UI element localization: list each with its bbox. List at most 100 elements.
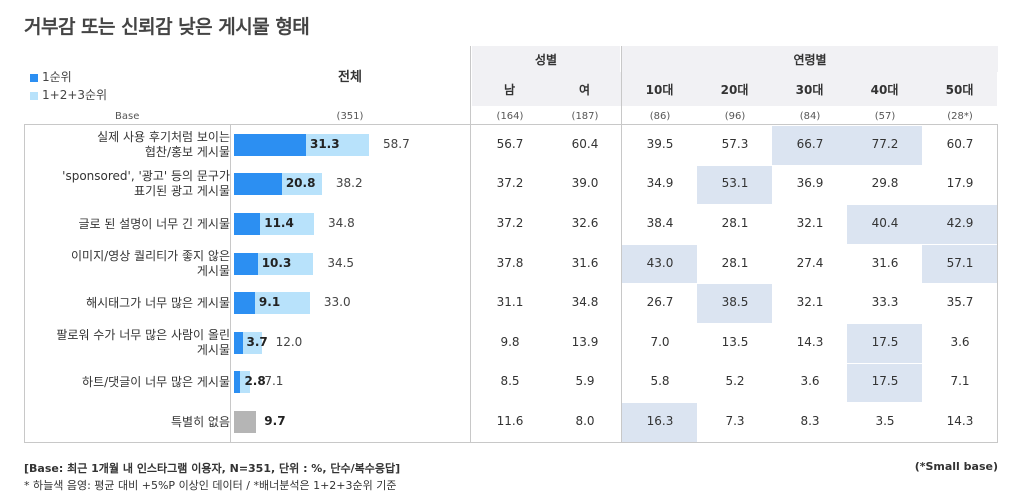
table-cell: 40.4 <box>871 216 899 230</box>
table-cell: 13.9 <box>571 334 599 349</box>
base-label: Base <box>115 111 140 122</box>
column-header: 30대 <box>772 72 847 106</box>
table-cell: 37.2 <box>496 176 524 191</box>
row-label: 이미지/영상 퀄리티가 좋지 않은 게시물 <box>30 249 230 279</box>
value-first: 9.1 <box>258 295 281 310</box>
highlight-cell <box>922 244 997 284</box>
row-label: 특별히 없음 <box>30 415 230 430</box>
table-cell: 11.6 <box>496 414 524 428</box>
divider-line <box>621 46 622 443</box>
table-cell: 5.8 <box>650 374 670 389</box>
footer-base-note: [Base: 최근 1개월 내 인스타그램 이용자, N=351, 단위 : %… <box>24 462 401 475</box>
row-label-line: 게시물 <box>196 342 230 357</box>
legend-item: 1+2+3순위 <box>30 86 107 104</box>
value-total: 7.1 <box>264 374 284 389</box>
highlight-cell <box>622 244 697 284</box>
value-total: 38.2 <box>335 176 363 191</box>
row-label-line: 협찬/홍보 게시물 <box>144 144 230 159</box>
bar-first <box>234 133 306 156</box>
table-cell: 7.1 <box>950 374 970 389</box>
column-base: (96) <box>724 111 746 122</box>
page-title: 거부감 또는 신뢰감 낮은 게시물 형태 <box>24 16 310 38</box>
value-first: 3.7 <box>246 334 268 349</box>
table-cell: 9.8 <box>500 334 520 349</box>
table-cell: 31.6 <box>871 255 899 270</box>
table-cell: 28.1 <box>721 255 749 270</box>
table-cell: 3.6 <box>800 374 820 389</box>
bar-first <box>234 411 257 433</box>
highlight-cell <box>697 284 772 323</box>
header-age-group: 연령별 <box>622 46 998 72</box>
table-cell: 37.8 <box>496 255 524 270</box>
table-cell: 7.3 <box>725 414 745 428</box>
table-cell: 13.5 <box>721 334 749 349</box>
column-base: (84) <box>799 111 821 122</box>
bar-first <box>234 173 282 196</box>
table-frame <box>24 124 998 443</box>
row-label-line: 'sponsored', '광고' 등의 문구가 <box>62 169 230 184</box>
row-label-line: 하트/댓글이 너무 많은 게시물 <box>82 374 230 389</box>
legend-swatch-total <box>30 91 38 100</box>
value-first: 2.8 <box>244 374 266 389</box>
table-cell: 32.6 <box>571 216 599 230</box>
column-header: 남 <box>472 72 547 106</box>
row-label-line: 해시태그가 너무 많은 게시물 <box>86 295 230 310</box>
divider-line <box>470 46 471 443</box>
value-total: 58.7 <box>383 136 410 151</box>
column-base: (187) <box>571 111 599 122</box>
table-cell: 31.6 <box>571 255 599 270</box>
table-cell: 43.0 <box>646 255 674 270</box>
legend-label-total: 1+2+3순위 <box>42 88 108 102</box>
table-cell: 14.3 <box>946 414 974 428</box>
value-total: 33.0 <box>323 295 351 310</box>
legend-swatch-first <box>30 73 38 82</box>
row-label-line: 글로 된 설명이 너무 긴 게시물 <box>78 216 230 231</box>
highlight-cell <box>622 403 697 442</box>
table-cell: 39.5 <box>646 136 674 151</box>
table-cell: 29.8 <box>871 176 899 191</box>
table-cell: 5.2 <box>725 374 745 389</box>
highlight-cell <box>847 363 922 403</box>
highlight-cell <box>847 205 922 244</box>
value-total: 12.0 <box>275 334 303 349</box>
table-cell: 33.3 <box>871 295 899 310</box>
table-cell: 7.0 <box>650 334 670 349</box>
value-first: 31.3 <box>309 136 340 151</box>
table-cell: 28.1 <box>721 216 749 230</box>
value-first: 10.3 <box>261 255 292 270</box>
table-cell: 17.5 <box>871 374 899 389</box>
table-cell: 66.7 <box>796 136 824 151</box>
table-cell: 27.4 <box>796 255 824 270</box>
table-cell: 3.5 <box>875 414 895 428</box>
column-header: 40대 <box>847 72 922 106</box>
bar-first <box>234 371 241 394</box>
column-header: 20대 <box>697 72 772 106</box>
row-label-line: 표기된 광고 게시물 <box>134 184 230 199</box>
table-cell: 57.3 <box>721 136 749 151</box>
value-first: 11.4 <box>264 216 294 230</box>
row-label: 팔로워 수가 너무 많은 사람이 올린 게시물 <box>30 328 230 358</box>
footer-note: * 하늘색 음영: 평균 대비 +5%P 이상인 데이터 / *배너분석은 1+… <box>24 479 397 492</box>
column-base: (28*) <box>947 111 973 122</box>
column-base: (57) <box>874 111 896 122</box>
value-total: 34.8 <box>328 216 355 230</box>
value-first: 20.8 <box>285 176 316 191</box>
table-cell: 8.0 <box>575 414 595 428</box>
highlight-cell <box>847 324 922 363</box>
table-cell: 36.9 <box>796 176 824 191</box>
table-cell: 53.1 <box>721 176 749 191</box>
table-cell: 26.7 <box>646 295 674 310</box>
column-base: (86) <box>649 111 671 122</box>
table-cell: 8.3 <box>800 414 820 428</box>
bar-first <box>234 252 258 275</box>
base-total: (351) <box>336 111 364 122</box>
table-cell: 16.3 <box>646 414 674 428</box>
column-header: 여 <box>547 72 622 106</box>
table-cell: 60.4 <box>571 136 599 151</box>
legend-item: 1순위 <box>30 68 107 86</box>
highlight-cell <box>697 165 772 205</box>
row-label-line: 특별히 없음 <box>170 414 230 429</box>
table-cell: 32.1 <box>796 216 824 230</box>
bar-first <box>234 292 255 315</box>
highlight-cell <box>922 205 997 244</box>
